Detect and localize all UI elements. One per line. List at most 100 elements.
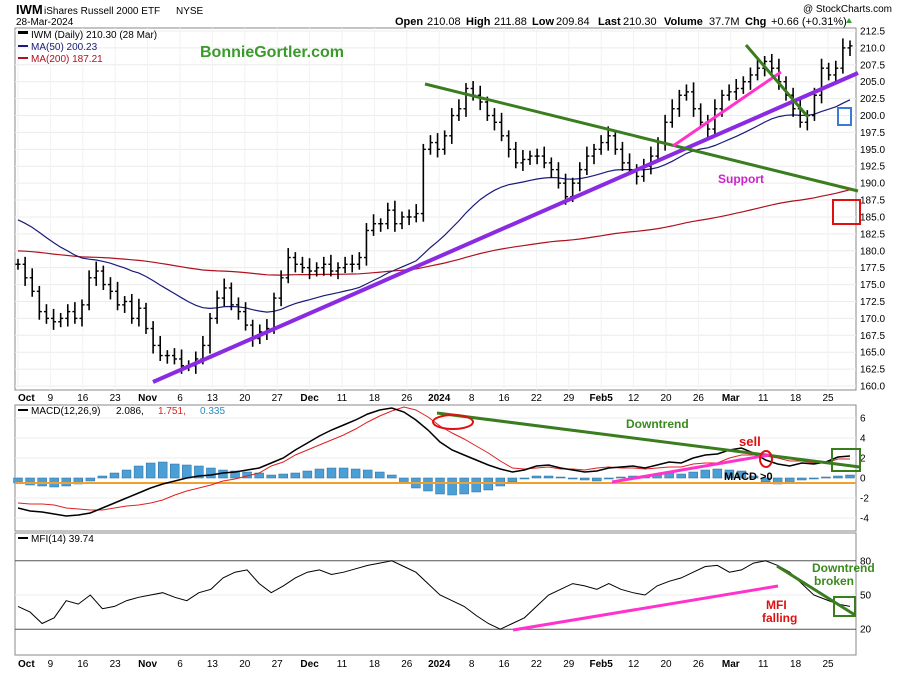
macd-y-axis: 6 4 2 0 -2 -4: [860, 414, 869, 525]
mfi-x-tick: 25: [822, 659, 834, 670]
macd-hist-bar: [712, 468, 723, 479]
mfi-x-tick: 6: [177, 659, 183, 670]
exchange: NYSE: [176, 6, 204, 17]
macd-gt-zero-label: MACD >0: [724, 471, 773, 483]
macd-legend-v3: 0.335: [200, 406, 225, 417]
macd-hist-bar: [616, 476, 626, 479]
high-value: 211.88: [494, 16, 527, 28]
macd-hist-bar: [845, 474, 855, 479]
macd-peak-circle: [432, 414, 474, 430]
macd-hist-bar: [543, 475, 554, 479]
mfi-y-tick: 50: [860, 591, 872, 602]
macd-hist-bar: [736, 470, 747, 479]
mfi-magenta-uptrend: [512, 584, 779, 632]
macd-hist-bar: [724, 469, 735, 479]
mfi-legend: MFI(14) 39.74: [18, 534, 94, 545]
mfi-panel-frame: [14, 532, 857, 656]
macd-hist-bar: [447, 477, 457, 496]
macd-line: [17, 407, 851, 517]
mfi-x-tick: Oct: [18, 659, 35, 670]
mfi-x-tick: 20: [660, 659, 672, 670]
price-y-tick: 172.5: [860, 297, 885, 308]
mfi-x-tick: 23: [110, 659, 122, 670]
mfi-x-tick: 27: [272, 659, 284, 670]
mfi-x-tick: Feb5: [590, 659, 614, 670]
macd-hist-bar: [688, 471, 698, 479]
macd-hist-bar: [821, 476, 831, 479]
low-label: Low: [532, 16, 554, 28]
macd-hist-bar: [230, 470, 240, 479]
macd-hist-bar: [748, 475, 759, 479]
macd-hist-bar: [507, 477, 518, 483]
macd-hist-bar: [676, 473, 686, 479]
macd-hist-bar: [531, 475, 542, 479]
price-y-tick: 210.0: [860, 43, 885, 54]
macd-hist-bar: [604, 477, 614, 480]
price-x-tick: 26: [693, 393, 705, 404]
price-x-tick: 6: [177, 393, 183, 404]
macd-hist-bar: [797, 477, 807, 481]
price-x-tick: 13: [207, 393, 219, 404]
macd-hist-bar: [25, 477, 35, 486]
legend-ma50: MA(50) 200.23: [31, 42, 98, 53]
macd-y-tick: -4: [860, 514, 869, 525]
price-x-tick: Mar: [722, 393, 740, 404]
price-x-axis: Oct 9 16 23 Nov 6 13 20 27 Dec 11 18 26 2024 8 16 22 29 Fe…: [18, 393, 834, 404]
macd-hist-bar: [555, 476, 566, 479]
ma200-line: [17, 189, 851, 276]
mfi-x-tick: Mar: [722, 659, 740, 670]
source-credit: @ StockCharts.com: [803, 4, 892, 15]
mfi-x-tick: 9: [48, 659, 54, 670]
macd-hist-bar: [121, 469, 132, 479]
macd-y-tick: 4: [860, 434, 866, 445]
price-y-tick: 160.0: [860, 382, 885, 393]
price-x-tick: 29: [563, 393, 575, 404]
open-label: Open: [395, 16, 423, 28]
volume-label: Volume: [664, 16, 703, 28]
macd-hist-bar: [375, 471, 385, 479]
macd-hist-bar: [567, 477, 578, 480]
mfi-x-tick: 22: [531, 659, 543, 670]
price-x-tick: 23: [110, 393, 122, 404]
high-label: High: [466, 16, 491, 28]
macd-legend-v2: 1.751,: [158, 406, 186, 417]
ma50-highlight-box: [837, 107, 852, 126]
price-y-tick: 195.0: [860, 145, 885, 156]
sell-label: sell: [739, 434, 761, 449]
macd-hist-bar: [266, 474, 276, 479]
macd-y-tick: -2: [860, 494, 869, 505]
price-x-tick: 2024: [428, 393, 451, 404]
mfi-x-tick: 18: [369, 659, 381, 670]
mfi-x-tick: Dec: [300, 659, 319, 670]
price-y-tick: 182.5: [860, 229, 885, 240]
price-x-tick: 9: [48, 393, 54, 404]
price-x-tick: 26: [401, 393, 413, 404]
ma200-path: [17, 189, 851, 276]
price-x-tick: 20: [239, 393, 251, 404]
price-y-tick: 212.5: [860, 27, 885, 38]
price-y-tick: 177.5: [860, 263, 885, 274]
mfi-x-tick: 18: [790, 659, 802, 670]
mfi-y-tick: 20: [860, 625, 872, 636]
legend-ma200: MA(200) 187.21: [31, 54, 103, 65]
price-y-tick: 205.0: [860, 77, 885, 88]
price-x-tick: 8: [469, 393, 475, 404]
mfi-x-tick: Nov: [138, 659, 157, 670]
macd-hist-bar: [362, 469, 373, 479]
macd-hist-bar: [206, 467, 216, 479]
macd-hist-bar: [278, 473, 288, 479]
last-label: Last: [598, 16, 621, 28]
price-x-tick: Oct: [18, 393, 35, 404]
ma50-path: [17, 99, 851, 313]
macd-hist-bar: [519, 477, 530, 480]
macd-hist-bar: [592, 477, 602, 482]
mfi-x-tick: 16: [77, 659, 89, 670]
price-x-tick: 27: [272, 393, 284, 404]
mfi-x-tick: 8: [469, 659, 475, 670]
price-y-tick: 180.0: [860, 246, 885, 257]
open-value: 210.08: [427, 16, 461, 28]
price-y-tick: 170.0: [860, 314, 885, 325]
macd-hist-bar: [423, 477, 433, 492]
macd-hist-bar: [85, 477, 96, 482]
